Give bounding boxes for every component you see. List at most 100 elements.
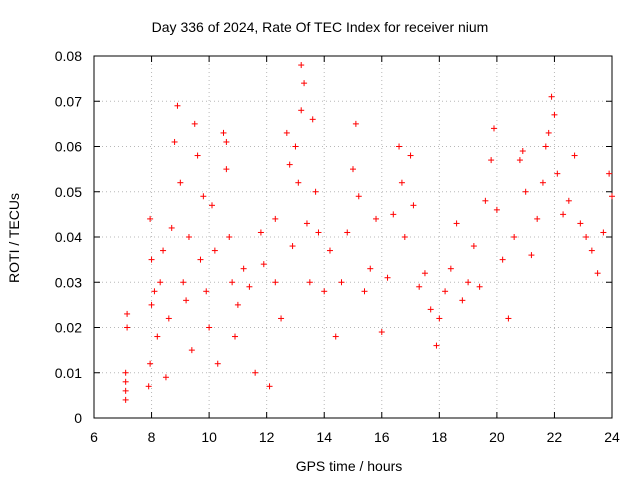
data-point (421, 270, 428, 277)
data-point (200, 193, 207, 200)
data-point (223, 166, 230, 173)
data-point (220, 129, 227, 136)
data-point (453, 220, 460, 227)
data-point (157, 279, 164, 286)
data-point (516, 157, 523, 164)
data-point (160, 247, 167, 254)
data-point (315, 229, 322, 236)
data-point (188, 347, 195, 354)
data-point (577, 220, 584, 227)
data-point (447, 265, 454, 272)
data-point (252, 369, 259, 376)
chart-title: Day 336 of 2024, Rate Of TEC Index for r… (152, 19, 489, 35)
data-point (171, 138, 178, 145)
data-point (352, 120, 359, 127)
data-point (401, 234, 408, 240)
data-point (168, 224, 175, 231)
x-tick-label: 14 (316, 429, 332, 445)
x-tick-label: 22 (547, 429, 563, 445)
data-point (286, 161, 293, 168)
data-point (539, 179, 546, 186)
data-point (124, 324, 131, 331)
data-point (162, 374, 169, 381)
data-point (272, 215, 279, 222)
data-point (384, 274, 391, 281)
data-point (214, 360, 221, 367)
data-point (332, 333, 339, 340)
y-tick-label: 0.04 (55, 229, 82, 245)
data-point (565, 197, 572, 204)
data-point (488, 157, 495, 164)
x-tick-label: 12 (259, 429, 275, 445)
x-tick-label: 8 (148, 429, 156, 445)
data-point (289, 243, 296, 250)
data-point (278, 315, 285, 322)
y-tick-label: 0.05 (55, 184, 82, 200)
data-point (122, 378, 129, 385)
data-point (499, 256, 506, 263)
data-point (298, 107, 305, 114)
points-layer (122, 62, 615, 403)
data-point (292, 143, 299, 150)
data-point (583, 234, 590, 240)
data-point (148, 301, 155, 308)
data-point (594, 270, 601, 277)
data-point (511, 234, 518, 240)
data-point (309, 116, 316, 123)
data-point (571, 152, 578, 159)
data-point (522, 188, 529, 195)
data-point (246, 283, 253, 290)
data-point (154, 333, 161, 340)
x-tick-label: 6 (90, 429, 98, 445)
data-point (465, 279, 472, 286)
data-point (344, 229, 351, 236)
data-point (560, 211, 567, 218)
data-point (476, 283, 483, 290)
data-point (554, 170, 561, 177)
data-point (145, 383, 152, 390)
data-point (367, 265, 374, 272)
data-point (588, 247, 595, 254)
data-point (407, 152, 414, 159)
data-point (542, 143, 549, 150)
data-point (491, 125, 498, 132)
data-point (194, 152, 201, 159)
data-point (355, 193, 362, 200)
data-point (326, 247, 333, 254)
data-point (223, 138, 230, 145)
data-point (211, 247, 218, 254)
data-point (459, 297, 466, 304)
data-point (600, 229, 607, 236)
data-point (482, 197, 489, 204)
data-point (551, 111, 558, 118)
data-point (232, 333, 239, 340)
data-point (185, 234, 192, 240)
data-point (378, 329, 385, 336)
data-point (203, 288, 210, 295)
data-point (122, 369, 129, 376)
y-tick-label: 0.08 (55, 48, 82, 64)
data-point (148, 256, 155, 263)
data-point (226, 234, 233, 240)
data-point (338, 279, 345, 286)
data-point (528, 252, 535, 259)
data-point (260, 261, 267, 268)
data-point (197, 256, 204, 263)
x-tick-label: 16 (374, 429, 390, 445)
y-tick-label: 0.03 (55, 274, 82, 290)
data-point (442, 288, 449, 295)
x-tick-label: 10 (201, 429, 217, 445)
data-point (122, 396, 129, 403)
data-point (410, 202, 417, 209)
data-point (361, 288, 368, 295)
data-point (436, 315, 443, 322)
data-point (312, 188, 319, 195)
data-point (609, 193, 615, 200)
data-point (505, 315, 512, 322)
data-point (303, 220, 310, 227)
data-point (416, 283, 423, 290)
data-point (177, 179, 184, 186)
